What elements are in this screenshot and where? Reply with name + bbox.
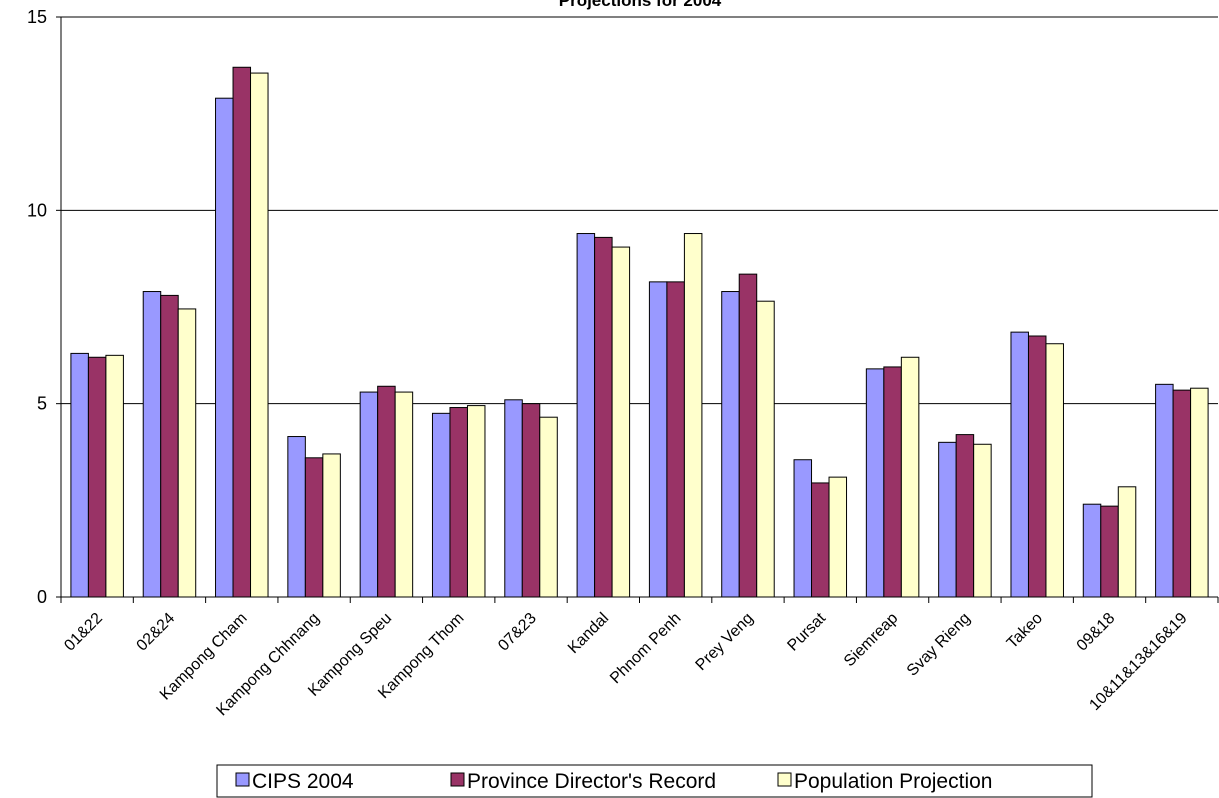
bar [721, 291, 740, 598]
bar [394, 391, 414, 598]
bar [793, 459, 813, 598]
bar [1117, 486, 1137, 598]
bar [1190, 387, 1209, 598]
bar [738, 273, 758, 598]
bar [683, 233, 703, 598]
bar [322, 453, 341, 598]
bar [377, 385, 396, 598]
bar [250, 72, 269, 598]
bar [828, 476, 848, 598]
bars [70, 66, 1209, 598]
bar [576, 233, 596, 598]
x-category-label: Phnom Penh [607, 610, 684, 687]
legend-label: Province Director's Record [467, 770, 716, 793]
bar [431, 412, 451, 598]
bar [449, 407, 468, 598]
axes [60, 17, 1219, 603]
bar [232, 66, 252, 598]
bar [287, 436, 306, 598]
bar [611, 246, 631, 598]
bar [87, 356, 107, 598]
bar [177, 308, 197, 598]
bar [756, 300, 775, 598]
chart-title: Projections for 2004 [559, 0, 722, 10]
bar [1045, 343, 1064, 598]
x-category-label: Svay Rieng [904, 610, 974, 680]
bar [865, 368, 885, 598]
bar [160, 294, 179, 598]
legend-swatch [450, 772, 465, 787]
bar [504, 399, 523, 598]
y-tick-label: 15 [27, 7, 47, 27]
bar [1100, 505, 1119, 598]
x-category-label: Kandal [565, 610, 612, 657]
bar [105, 354, 124, 598]
bar [955, 434, 975, 598]
x-category-label: 02&24 [134, 610, 179, 655]
x-category-label: 07&23 [495, 610, 540, 655]
legend-label: Population Projection [794, 770, 992, 793]
bar [142, 291, 162, 598]
legend-swatch [777, 772, 792, 787]
y-axis-tick-labels: 0 5 10 15 [27, 7, 61, 607]
legend-swatch [235, 772, 250, 787]
bar [883, 366, 902, 598]
bar [666, 281, 685, 598]
bar [1155, 383, 1174, 598]
x-category-label: Siemreap [841, 610, 902, 671]
bar [70, 352, 89, 598]
bar [1082, 503, 1102, 598]
x-category-label: Prey Veng [693, 610, 757, 674]
bar [466, 405, 486, 598]
x-category-label: Takeo [1004, 610, 1046, 652]
bar [539, 416, 558, 598]
bar [359, 391, 379, 598]
bar [304, 457, 324, 598]
y-tick-label: 10 [27, 200, 47, 220]
bar [1172, 389, 1192, 598]
legend-box [216, 764, 1093, 798]
bar [811, 482, 830, 598]
x-category-label: 09&18 [1074, 610, 1119, 655]
bar [900, 356, 920, 598]
x-category-label: Pursat [784, 609, 829, 654]
x-category-label: 01&22 [61, 610, 106, 655]
legend-label: CIPS 2004 [252, 770, 354, 793]
bar [1027, 335, 1047, 598]
bar [938, 441, 957, 598]
bar [1010, 331, 1029, 598]
y-tick-label: 5 [37, 394, 47, 414]
y-tick-label: 0 [37, 587, 47, 607]
bar [521, 403, 541, 598]
legend: CIPS 2004 Province Director's Record Popul… [216, 764, 1093, 798]
bar [973, 443, 992, 598]
bar [215, 97, 234, 598]
bar [594, 236, 613, 598]
bar [648, 281, 668, 598]
